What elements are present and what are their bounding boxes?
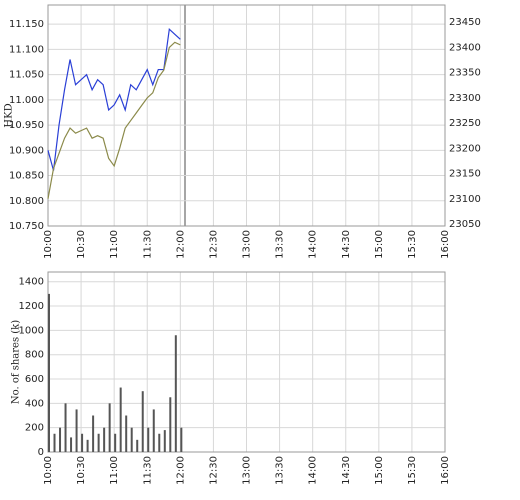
y-tick-label: 10.900 xyxy=(9,145,44,156)
volume-bar xyxy=(147,427,150,452)
volume-bar xyxy=(174,335,177,452)
volume-bar xyxy=(86,439,89,452)
volume-bar xyxy=(103,427,106,452)
y-tick-label: 800 xyxy=(25,350,44,361)
y-tick-label: 1200 xyxy=(19,301,44,312)
volume-bar xyxy=(169,397,172,452)
x-tick-label: 14:30 xyxy=(341,230,352,259)
x-tick-label: 13:30 xyxy=(275,456,286,485)
x-tick-label: 16:00 xyxy=(440,456,451,485)
volume-bar xyxy=(59,427,62,452)
price-line xyxy=(47,41,181,199)
volume-bar xyxy=(152,409,155,452)
volume-bar xyxy=(70,437,73,452)
x-tick-label: 10:00 xyxy=(43,230,54,259)
y-axis-label: HKD xyxy=(4,103,15,127)
y-tick-label: 1000 xyxy=(19,325,44,336)
volume-bar xyxy=(125,415,128,452)
y2-tick-label: 23050 xyxy=(449,219,481,230)
y-tick-label: 1400 xyxy=(19,277,44,288)
x-tick-label: 11:30 xyxy=(142,456,153,485)
x-tick-label: 12:30 xyxy=(208,456,219,485)
price-line xyxy=(47,28,181,171)
x-tick-label: 11:30 xyxy=(142,230,153,259)
y2-tick-label: 23300 xyxy=(449,93,481,104)
volume-bar xyxy=(92,415,95,452)
x-tick-label: 10:30 xyxy=(76,230,87,259)
x-tick-label: 16:00 xyxy=(440,230,451,259)
x-tick-label: 15:00 xyxy=(374,230,385,259)
volume-bar xyxy=(53,433,56,452)
y-tick-label: 10.850 xyxy=(9,171,44,182)
y-tick-label: 10.950 xyxy=(9,120,44,131)
x-tick-label: 11:00 xyxy=(109,456,120,485)
volume-bar xyxy=(48,293,50,452)
y2-tick-label: 23450 xyxy=(449,17,481,28)
volume-bar xyxy=(108,403,111,452)
y-tick-label: 0 xyxy=(38,447,44,458)
volume-bar xyxy=(75,409,78,452)
volume-bar xyxy=(136,439,139,452)
x-tick-label: 13:00 xyxy=(242,230,253,259)
x-tick-label: 14:30 xyxy=(341,456,352,485)
x-tick-label: 13:30 xyxy=(275,230,286,259)
x-tick-label: 11:00 xyxy=(109,230,120,259)
y-tick-label: 600 xyxy=(25,374,44,385)
volume-bar xyxy=(81,433,84,452)
y-axis-label: No. of shares (k) xyxy=(11,320,22,404)
y2-tick-label: 23200 xyxy=(449,143,481,154)
y-tick-label: 10.750 xyxy=(9,221,44,232)
y2-tick-label: 23150 xyxy=(449,169,481,180)
y-tick-label: 11.000 xyxy=(9,95,44,106)
volume-bar xyxy=(114,433,117,452)
y-tick-label: 11.050 xyxy=(9,70,44,81)
y-tick-label: 200 xyxy=(25,423,44,434)
volume-bar xyxy=(97,433,100,452)
volume-bar xyxy=(130,427,133,452)
volume-bar xyxy=(119,387,122,452)
x-tick-label: 15:30 xyxy=(407,456,418,485)
x-tick-label: 15:00 xyxy=(374,456,385,485)
x-tick-label: 12:30 xyxy=(208,230,219,259)
volume-bar xyxy=(180,427,183,452)
y-tick-label: 10.800 xyxy=(9,196,44,207)
x-tick-label: 13:00 xyxy=(242,456,253,485)
volume-bar xyxy=(64,403,67,452)
x-tick-label: 12:00 xyxy=(175,456,186,485)
volume-bar xyxy=(163,430,166,452)
x-tick-label: 14:00 xyxy=(308,230,319,259)
x-tick-label: 14:00 xyxy=(308,456,319,485)
x-tick-label: 12:00 xyxy=(175,230,186,259)
y-tick-label: 400 xyxy=(25,398,44,409)
y2-tick-label: 23400 xyxy=(449,42,481,53)
x-tick-label: 10:00 xyxy=(43,456,54,485)
x-tick-label: 10:30 xyxy=(76,456,87,485)
volume-bar xyxy=(141,391,144,452)
y-tick-label: 11.150 xyxy=(9,19,44,30)
y2-tick-label: 23100 xyxy=(449,194,481,205)
x-tick-label: 15:30 xyxy=(407,230,418,259)
volume-bar xyxy=(158,433,161,452)
y2-tick-label: 23350 xyxy=(449,68,481,79)
y-tick-label: 11.100 xyxy=(9,44,44,55)
y2-tick-label: 23250 xyxy=(449,118,481,129)
plot-frame xyxy=(47,4,446,227)
